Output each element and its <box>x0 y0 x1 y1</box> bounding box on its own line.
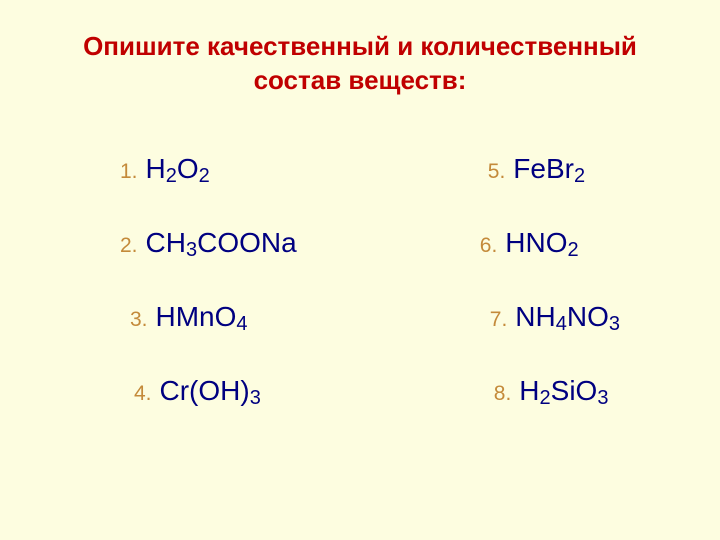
formula-text: FeBr <box>513 153 574 184</box>
item-number: 5. <box>488 160 506 184</box>
slide-title: Опишите качественный и количественный со… <box>40 30 680 98</box>
subscript: 3 <box>597 387 608 409</box>
formula-text: COONa <box>197 227 297 258</box>
subscript: 2 <box>568 239 579 261</box>
left-column: 1.H2O22.CH3COONa3.HMnO44.Cr(OH)3 <box>120 153 297 407</box>
formula-text: H <box>146 153 166 184</box>
chemical-formula: CH3COONa <box>146 227 297 259</box>
item-number: 2. <box>120 234 138 258</box>
item-number: 6. <box>480 234 498 258</box>
list-item: 1.H2O2 <box>120 153 297 185</box>
formula-text: SiO <box>551 375 598 406</box>
title-line-2: состав веществ: <box>254 65 467 95</box>
subscript: 2 <box>199 165 210 187</box>
list-item: 7. NH4NO3 <box>490 301 620 333</box>
list-item: 4. Cr(OH)3 <box>134 375 297 407</box>
subscript: 2 <box>166 165 177 187</box>
item-number: 7. <box>490 308 508 332</box>
content-area: 1.H2O22.CH3COONa3.HMnO44.Cr(OH)3 5.FeBr2… <box>40 153 680 407</box>
subscript: 2 <box>574 165 585 187</box>
subscript: 4 <box>236 313 247 335</box>
item-number: 3. <box>130 308 148 332</box>
formula-text: CH <box>146 227 186 258</box>
chemical-formula: FeBr2 <box>513 153 585 185</box>
chemical-formula: HNO2 <box>505 227 578 259</box>
list-item: 5. FeBr2 <box>488 153 620 185</box>
chemical-formula: NH4NO3 <box>515 301 620 333</box>
chemical-formula: H2O2 <box>146 153 210 185</box>
formula-text: NH <box>515 301 555 332</box>
list-item: 6. HNO2 <box>480 227 620 259</box>
formula-text: HNO <box>505 227 567 258</box>
subscript: 3 <box>250 387 261 409</box>
list-item: 8. H2SiO3 <box>494 375 620 407</box>
subscript: 3 <box>186 239 197 261</box>
subscript: 2 <box>540 387 551 409</box>
chemical-formula: Cr(OH)3 <box>160 375 261 407</box>
formula-text: Cr(OH) <box>160 375 250 406</box>
right-column: 5.FeBr26.HNO27.NH4NO38.H2SiO3 <box>488 153 620 407</box>
item-number: 4. <box>134 382 152 406</box>
formula-text: HMnO <box>156 301 237 332</box>
formula-text: O <box>177 153 199 184</box>
chemical-formula: HMnO4 <box>156 301 248 333</box>
formula-text: H <box>519 375 539 406</box>
chemical-formula: H2SiO3 <box>519 375 608 407</box>
formula-text: NO <box>567 301 609 332</box>
item-number: 8. <box>494 382 512 406</box>
item-number: 1. <box>120 160 138 184</box>
list-item: 2. CH3COONa <box>120 227 297 259</box>
list-item: 3. HMnO4 <box>130 301 297 333</box>
subscript: 4 <box>556 313 567 335</box>
subscript: 3 <box>609 313 620 335</box>
title-line-1: Опишите качественный и количественный <box>83 31 637 61</box>
